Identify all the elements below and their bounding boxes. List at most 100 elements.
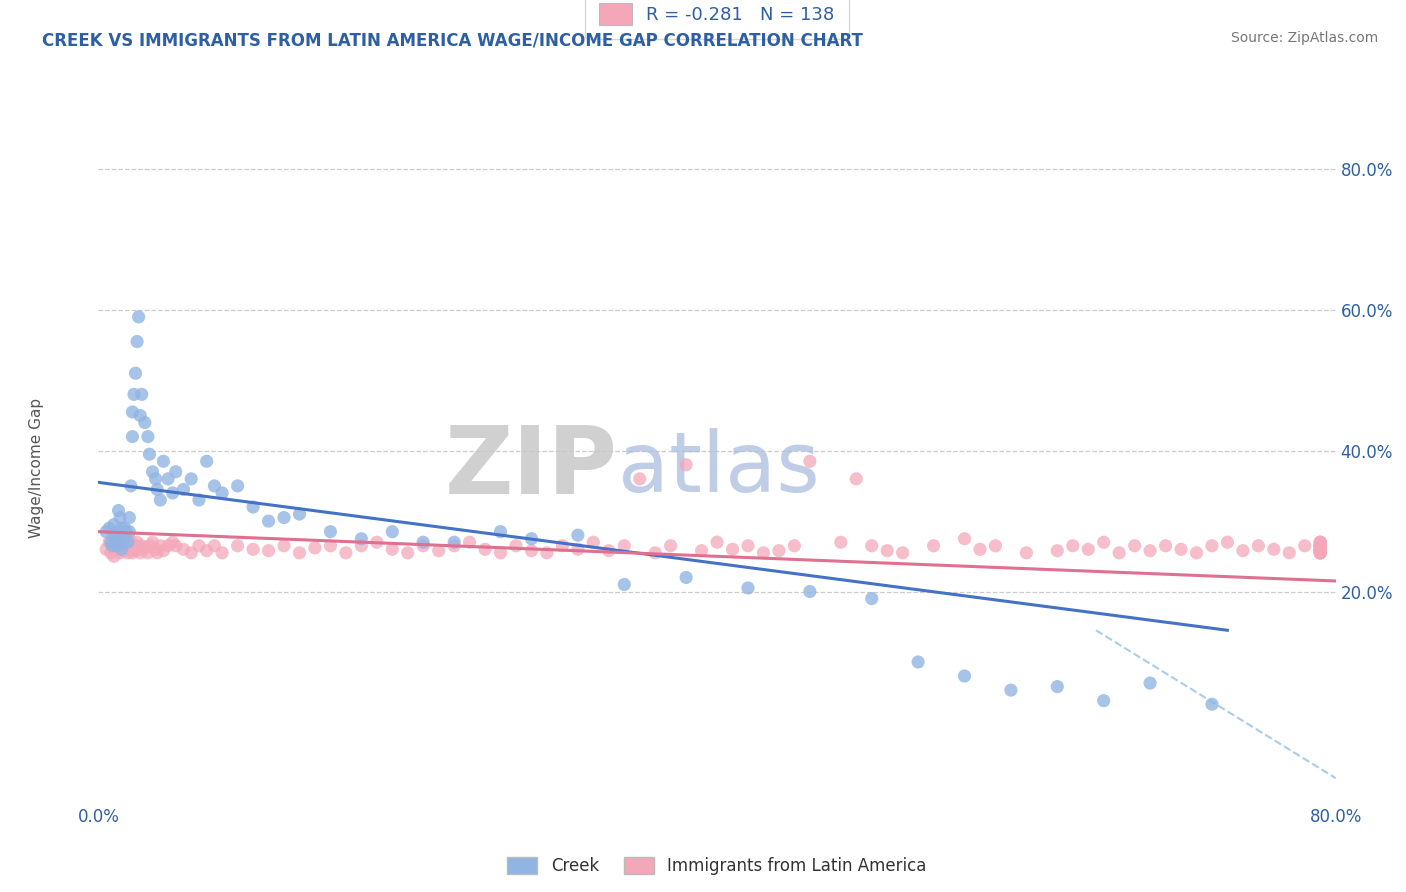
Point	[128, 542, 150, 557]
Point	[737, 581, 759, 595]
Text: ZIP: ZIP	[446, 422, 619, 515]
Point	[118, 510, 141, 524]
Point	[1309, 543, 1331, 558]
Point	[567, 542, 589, 557]
Point	[598, 543, 620, 558]
Point	[134, 416, 156, 430]
Point	[136, 546, 159, 560]
Point	[1139, 676, 1161, 690]
Point	[107, 503, 129, 517]
Point	[157, 472, 180, 486]
Point	[350, 539, 373, 553]
Point	[1139, 543, 1161, 558]
Point	[111, 521, 134, 535]
Point	[1000, 683, 1022, 698]
Point	[105, 535, 128, 549]
Point	[690, 543, 713, 558]
Point	[1015, 546, 1038, 560]
Point	[520, 543, 543, 558]
Point	[131, 387, 153, 401]
Point	[1294, 539, 1316, 553]
Point	[613, 577, 636, 591]
Point	[273, 539, 295, 553]
Point	[1309, 543, 1331, 558]
Point	[165, 539, 187, 553]
Point	[195, 454, 218, 468]
Point	[396, 546, 419, 560]
Point	[115, 524, 138, 539]
Point	[830, 535, 852, 549]
Point	[180, 546, 202, 560]
Point	[118, 532, 141, 546]
Point	[128, 310, 150, 324]
Text: CREEK VS IMMIGRANTS FROM LATIN AMERICA WAGE/INCOME GAP CORRELATION CHART: CREEK VS IMMIGRANTS FROM LATIN AMERICA W…	[42, 31, 863, 49]
Point	[146, 483, 169, 497]
Point	[628, 472, 651, 486]
Point	[1309, 542, 1331, 557]
Point	[134, 541, 156, 555]
Point	[1247, 539, 1270, 553]
Point	[1092, 535, 1115, 549]
Point	[111, 542, 134, 557]
Point	[860, 539, 883, 553]
Point	[145, 542, 167, 557]
Point	[288, 507, 311, 521]
Point	[96, 524, 118, 539]
Point	[165, 465, 187, 479]
Point	[107, 532, 129, 546]
Point	[124, 366, 146, 380]
Point	[1309, 539, 1331, 553]
Point	[204, 539, 226, 553]
Point	[1309, 546, 1331, 560]
Point	[381, 524, 404, 539]
Point	[969, 542, 991, 557]
Point	[122, 387, 145, 401]
Point	[138, 539, 160, 553]
Point	[1309, 542, 1331, 557]
Point	[752, 546, 775, 560]
Point	[582, 535, 605, 549]
Point	[350, 532, 373, 546]
Point	[101, 539, 124, 553]
Point	[1201, 697, 1223, 711]
Point	[1092, 694, 1115, 708]
Point	[536, 546, 558, 560]
Point	[103, 517, 125, 532]
Point	[103, 532, 125, 546]
Point	[1309, 542, 1331, 557]
Point	[173, 483, 195, 497]
Point	[1201, 539, 1223, 553]
Point	[242, 500, 264, 514]
Point	[120, 542, 142, 557]
Point	[381, 542, 404, 557]
Point	[107, 539, 129, 553]
Point	[1309, 543, 1331, 558]
Point	[149, 539, 172, 553]
Point	[1309, 535, 1331, 549]
Point	[103, 549, 125, 564]
Point	[162, 535, 184, 549]
Point	[146, 546, 169, 560]
Point	[1309, 546, 1331, 560]
Point	[319, 539, 342, 553]
Point	[644, 546, 666, 560]
Point	[121, 546, 143, 560]
Point	[1077, 542, 1099, 557]
Point	[799, 454, 821, 468]
Point	[474, 542, 496, 557]
Point	[152, 543, 174, 558]
Point	[111, 542, 134, 557]
Point	[860, 591, 883, 606]
Point	[129, 409, 152, 423]
Point	[273, 510, 295, 524]
Point	[737, 539, 759, 553]
Point	[891, 546, 914, 560]
Point	[319, 524, 342, 539]
Point	[1309, 539, 1331, 553]
Point	[257, 543, 280, 558]
Point	[124, 539, 146, 553]
Point	[149, 493, 172, 508]
Point	[120, 479, 142, 493]
Point	[226, 479, 249, 493]
Point	[412, 535, 434, 549]
